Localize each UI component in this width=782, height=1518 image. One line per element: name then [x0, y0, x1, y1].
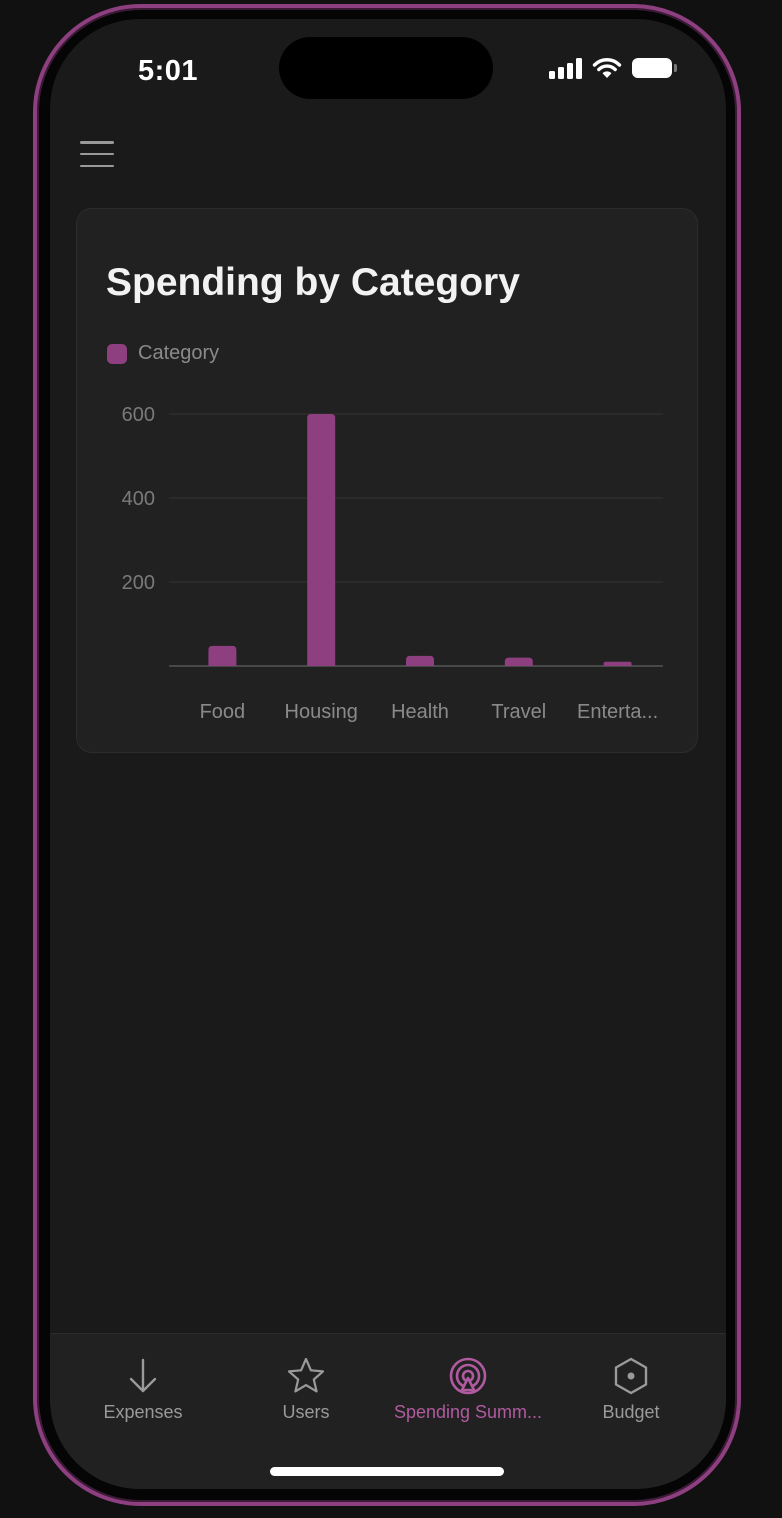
x-tick-label: Housing [285, 701, 358, 723]
tab-label: Users [282, 1402, 330, 1422]
bar-0 [208, 645, 237, 666]
x-tick-label: Enterta... [577, 701, 658, 723]
card-title: Spending by Category [106, 261, 520, 304]
star-icon [284, 1354, 328, 1398]
wifi-icon [592, 58, 622, 78]
broadcast-icon [446, 1354, 490, 1398]
spending-card: Spending by Category Category 200 400 600 F… [76, 208, 698, 753]
bar-1 [307, 414, 336, 666]
status-time: 5:01 [138, 55, 199, 87]
tab-label: Budget [602, 1402, 660, 1422]
legend-swatch [107, 343, 127, 364]
bottom-tab-bar: Expenses Users Spending Summ... [50, 1333, 726, 1489]
tab-label: Spending Summ... [393, 1402, 543, 1422]
tab-budget[interactable]: Budget [551, 1354, 711, 1423]
cellular-signal-icon [549, 57, 582, 79]
dynamic-island [279, 37, 493, 99]
tab-users[interactable]: Users [226, 1354, 386, 1423]
tab-label: Expenses [103, 1402, 183, 1422]
x-tick-label: Food [200, 701, 246, 723]
bar-4 [603, 661, 632, 666]
tab-expenses[interactable]: Expenses [63, 1354, 223, 1423]
bar-3 [504, 657, 533, 666]
y-tick-label: 200 [122, 572, 155, 594]
x-tick-label: Health [391, 701, 449, 723]
x-tick-label: Travel [491, 701, 546, 723]
app-screen: 5:01 Spending by Category Category 200 40… [50, 19, 726, 1489]
y-tick-label: 400 [122, 488, 155, 510]
hamburger-menu-icon[interactable] [80, 141, 114, 167]
hexagon-icon [609, 1354, 653, 1398]
arrow-down-icon [121, 1354, 165, 1398]
tab-spending-summary[interactable]: Spending Summ... [388, 1354, 548, 1423]
bar-chart: 200 400 600 Food Housing Health Travel Enterta.… [122, 404, 663, 723]
status-icons [549, 57, 677, 79]
legend-label: Category [138, 342, 220, 364]
home-indicator [270, 1467, 504, 1476]
chart-legend[interactable]: Category [107, 342, 219, 365]
y-tick-label: 600 [122, 404, 155, 426]
bar-2 [406, 655, 434, 666]
battery-icon [632, 58, 677, 78]
